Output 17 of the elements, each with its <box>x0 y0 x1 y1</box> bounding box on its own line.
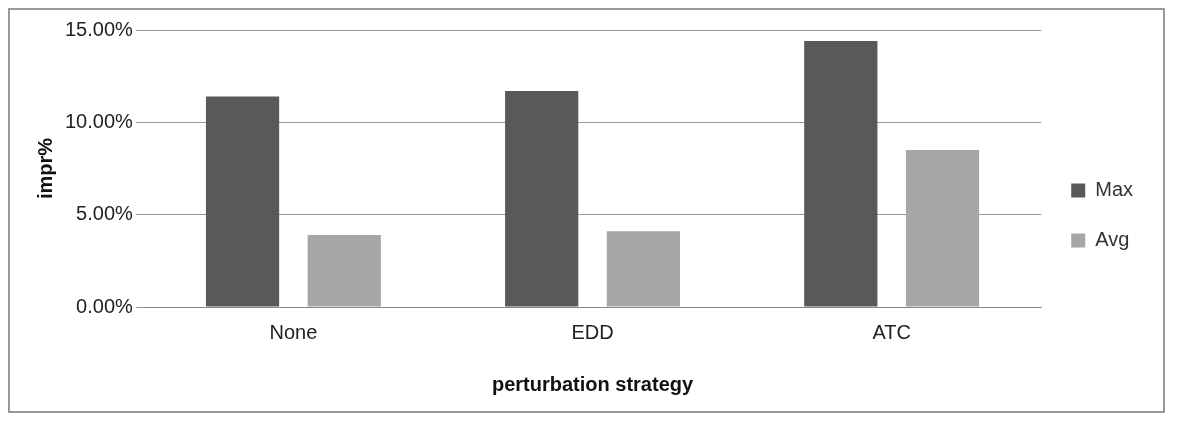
x-tick-label: ATC <box>872 320 911 343</box>
x-tick-label: EDD <box>571 320 614 343</box>
bar <box>307 234 381 307</box>
y-tick-label: 15.00% <box>64 17 134 40</box>
bar <box>804 41 878 307</box>
bar <box>905 150 980 307</box>
bar <box>505 90 579 307</box>
bar <box>205 96 280 307</box>
y-tick-label: 10.00% <box>64 109 134 132</box>
x-tick-label: None <box>269 320 318 343</box>
y-tick-label: 0.00% <box>76 294 134 317</box>
x-axis-title: perturbation strategy <box>491 372 694 395</box>
bar <box>606 231 680 307</box>
legend-label: Max <box>1095 178 1134 201</box>
y-tick-label: 5.00% <box>76 202 134 225</box>
y-axis-title: impr% <box>33 137 56 200</box>
legend-label: Avg <box>1095 228 1130 251</box>
